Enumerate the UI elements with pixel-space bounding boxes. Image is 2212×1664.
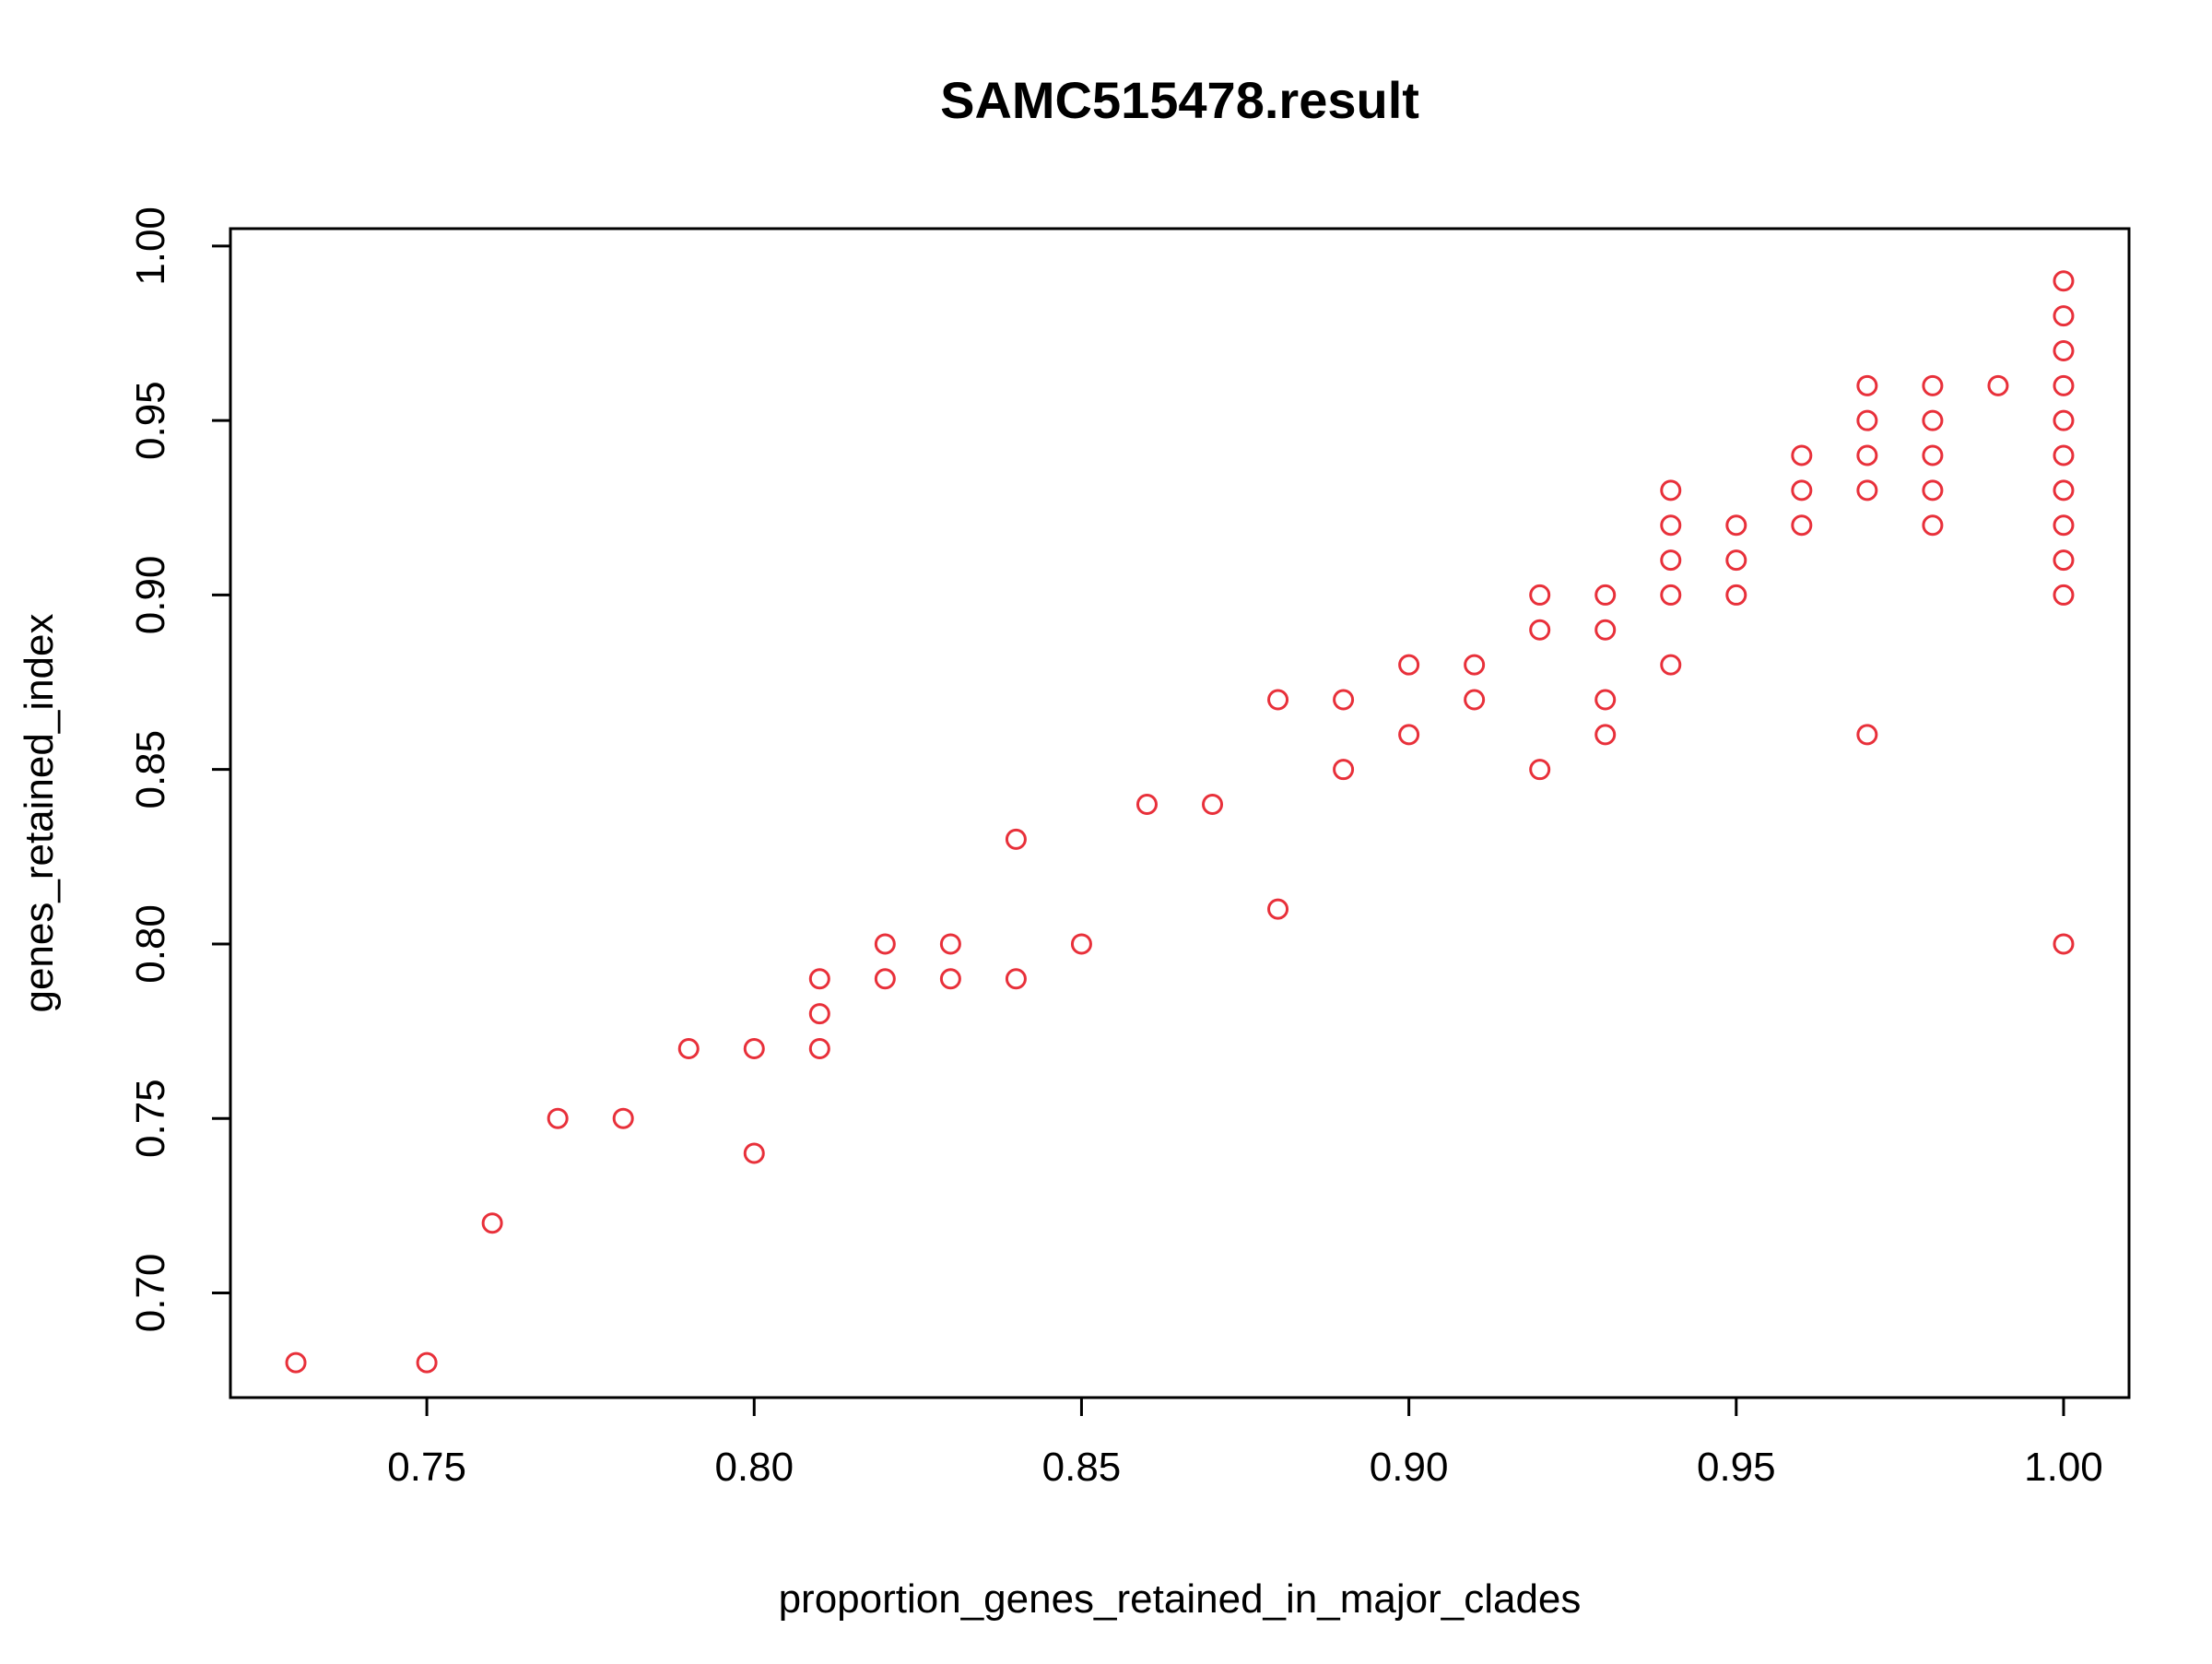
- data-point: [1987, 374, 2009, 396]
- data-point: [1660, 514, 1682, 537]
- x-axis: 0.75 0.80 0.85 0.90 0.95 1.00: [387, 1398, 2103, 1490]
- data-point: [1725, 549, 1747, 572]
- data-point: [1594, 584, 1617, 606]
- data-point: [874, 933, 896, 955]
- data-point: [1594, 724, 1617, 746]
- data-point: [2053, 339, 2075, 361]
- data-point: [808, 1003, 830, 1025]
- y-tick-label: 0.80: [128, 904, 173, 984]
- data-point: [2053, 305, 2075, 327]
- data-point: [1594, 689, 1617, 711]
- data-point: [1856, 374, 1878, 396]
- data-point: [1594, 619, 1617, 641]
- x-tick-label: 0.85: [1042, 1445, 1122, 1490]
- data-point: [1922, 444, 1944, 466]
- data-point: [1660, 654, 1682, 676]
- y-tick-label: 0.70: [128, 1254, 173, 1333]
- x-tick-label: 0.80: [714, 1445, 794, 1490]
- data-point: [808, 968, 830, 990]
- data-points: [285, 270, 2075, 1374]
- data-point: [2053, 409, 2075, 431]
- data-point: [1529, 619, 1551, 641]
- data-point: [1660, 549, 1682, 572]
- data-point: [1856, 479, 1878, 502]
- data-point: [1398, 654, 1420, 676]
- data-point: [1922, 514, 1944, 537]
- data-point: [2053, 270, 2075, 292]
- data-point: [547, 1107, 569, 1129]
- data-point: [1070, 933, 1092, 955]
- data-point: [1856, 724, 1878, 746]
- data-point: [2053, 584, 2075, 606]
- data-point: [1791, 444, 1813, 466]
- data-point: [2053, 549, 2075, 572]
- data-point: [2053, 514, 2075, 537]
- data-point: [1333, 689, 1355, 711]
- data-point: [1725, 584, 1747, 606]
- data-point: [1202, 794, 1224, 816]
- data-point: [808, 1037, 830, 1059]
- data-point: [481, 1212, 503, 1234]
- data-point: [1660, 479, 1682, 502]
- data-point: [1856, 444, 1878, 466]
- chart-title: SAMC515478.result: [940, 71, 1419, 129]
- x-tick-label: 0.95: [1697, 1445, 1776, 1490]
- x-tick-label: 0.90: [1370, 1445, 1449, 1490]
- x-axis-label: proportion_genes_retained_in_major_clade…: [779, 1576, 1582, 1622]
- data-point: [1005, 828, 1027, 850]
- x-tick-label: 0.75: [387, 1445, 466, 1490]
- data-point: [1725, 514, 1747, 537]
- x-tick-label: 1.00: [2024, 1445, 2103, 1490]
- data-point: [1398, 724, 1420, 746]
- data-point: [1267, 689, 1289, 711]
- data-point: [2053, 444, 2075, 466]
- data-point: [1529, 584, 1551, 606]
- data-point: [1922, 374, 1944, 396]
- data-point: [612, 1107, 634, 1129]
- y-tick-label: 0.85: [128, 730, 173, 809]
- data-point: [1464, 689, 1486, 711]
- data-point: [1333, 759, 1355, 781]
- data-point: [677, 1037, 700, 1059]
- data-point: [1922, 409, 1944, 431]
- y-tick-label: 0.90: [128, 556, 173, 635]
- data-point: [1791, 479, 1813, 502]
- data-point: [1791, 514, 1813, 537]
- data-point: [743, 1037, 765, 1059]
- data-point: [1267, 898, 1289, 920]
- data-point: [416, 1351, 438, 1374]
- y-axis-label: genes_retained_index: [17, 613, 62, 1012]
- data-point: [1135, 794, 1158, 816]
- data-point: [2053, 374, 2075, 396]
- data-point: [1464, 654, 1486, 676]
- data-point: [743, 1142, 765, 1164]
- data-point: [1005, 968, 1027, 990]
- y-tick-label: 0.95: [128, 381, 173, 460]
- data-point: [1922, 479, 1944, 502]
- data-point: [1660, 584, 1682, 606]
- data-point: [2053, 933, 2075, 955]
- data-point: [1856, 409, 1878, 431]
- data-point: [285, 1351, 307, 1374]
- y-axis: 0.70 0.75 0.80 0.85 0.90 0.95 1.00: [128, 207, 230, 1332]
- data-point: [939, 968, 961, 990]
- data-point: [939, 933, 961, 955]
- data-point: [2053, 479, 2075, 502]
- plot-area-frame: [229, 227, 2131, 1399]
- y-tick-label: 0.75: [128, 1079, 173, 1158]
- y-tick-label: 1.00: [128, 207, 173, 286]
- data-point: [874, 968, 896, 990]
- data-point: [1529, 759, 1551, 781]
